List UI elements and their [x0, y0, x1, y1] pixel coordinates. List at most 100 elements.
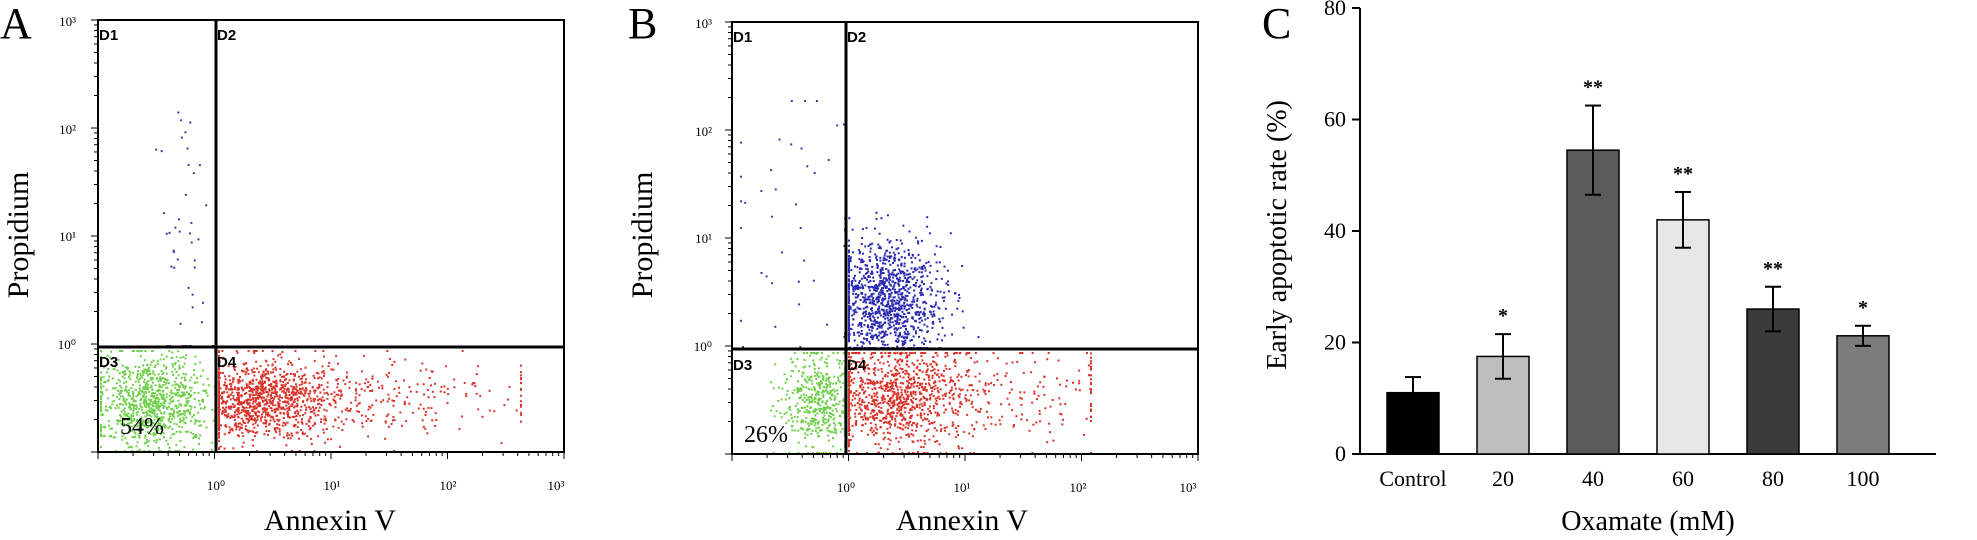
- dot-b-d4: [876, 396, 879, 399]
- dot-a-d4: [252, 431, 255, 433]
- dot-b-d4: [1038, 413, 1041, 415]
- dot-a-d4: [263, 433, 266, 436]
- dot-b-d2: [852, 292, 855, 295]
- dot-a-d3: [100, 446, 102, 449]
- dot-a-d4: [339, 397, 342, 400]
- dot-a-d4: [263, 381, 266, 384]
- dot-b-d2: [896, 264, 899, 267]
- dot-a-d3: [106, 371, 108, 374]
- dot-a-d4: [363, 382, 366, 385]
- dot-b-d2: [848, 313, 850, 316]
- dot-a-d3: [121, 438, 124, 441]
- dot-b-d3: [791, 424, 794, 427]
- dot-b-d3: [818, 435, 821, 438]
- dot-a-d4: [220, 402, 223, 405]
- dot-b-d3: [820, 408, 823, 410]
- dot-b-d4: [849, 416, 852, 419]
- dot-b-d4: [912, 370, 915, 373]
- dot-b-d4: [905, 403, 908, 405]
- dot-a-d3: [142, 371, 145, 374]
- dot-b-d4: [848, 377, 850, 379]
- dot-a-d3: [119, 384, 122, 387]
- dot-a-d4: [262, 389, 265, 392]
- dot-b-d4: [936, 413, 939, 416]
- dot-b-d4: [848, 443, 850, 446]
- dot-a-d4: [390, 422, 393, 425]
- dot-a-d4: [303, 374, 306, 377]
- dot-a-d3: [188, 392, 191, 395]
- dot-b-d4: [996, 357, 999, 360]
- dot-a-d4: [262, 411, 265, 414]
- dot-a-d4: [239, 394, 242, 397]
- dot-b-d2: [926, 216, 929, 219]
- dot-a-d3: [174, 386, 177, 389]
- dot-a-d3: [120, 386, 123, 389]
- dot-b-d4: [973, 427, 976, 430]
- dot-a-d4: [264, 411, 267, 414]
- dot-a-d3: [122, 395, 124, 398]
- dot-b-d4: [1013, 424, 1015, 426]
- dot-b-d3: [831, 431, 834, 433]
- dot-b-d4: [892, 395, 895, 398]
- dot-b-d4: [975, 421, 978, 424]
- dot-b-d4: [880, 406, 883, 409]
- dot-b-d4: [911, 429, 914, 432]
- dot-a-d4: [268, 430, 271, 432]
- dot-a-d4: [288, 408, 291, 411]
- dot-b-d4: [935, 429, 938, 432]
- dot-a-d3: [109, 427, 112, 430]
- dot-b-d2: [946, 269, 949, 272]
- dot-a-d3: [163, 377, 166, 380]
- dot-b-d4: [918, 403, 921, 406]
- dot-a-d4: [218, 425, 220, 428]
- dot-a-d4: [430, 384, 432, 387]
- dot-b-d3: [813, 362, 815, 365]
- dot-b-d4: [879, 380, 882, 383]
- dot-b-d2: [941, 339, 943, 342]
- dot-b-d2: [870, 329, 873, 332]
- dot-a-d4: [304, 392, 307, 395]
- dot-a-d3: [119, 389, 122, 392]
- dot-a-d4: [354, 399, 357, 402]
- dot-b-d2: [947, 290, 950, 293]
- dot-a-d4: [306, 435, 309, 438]
- dot-a-d4: [340, 395, 343, 397]
- dot-b-d4: [865, 364, 868, 367]
- dot-a-d3: [145, 424, 148, 427]
- dot-a-d4: [271, 416, 274, 419]
- dot-b-d4: [986, 360, 989, 363]
- dot-a-d3: [100, 350, 103, 353]
- dot-b-d2: [871, 298, 874, 301]
- dot-b-d3: [796, 408, 799, 411]
- dot-a-d4: [416, 383, 419, 386]
- dot-b-d2: [871, 302, 874, 305]
- dot-b-d2: [898, 304, 901, 307]
- dot-a-d4: [369, 383, 372, 386]
- dot-b-d4: [969, 394, 972, 397]
- dot-a-d4: [387, 375, 389, 378]
- dot-a-d4: [251, 415, 254, 417]
- dot-a-d3: [135, 411, 138, 414]
- dot-b-d4: [852, 360, 855, 363]
- dot-b-d4: [848, 378, 850, 381]
- dot-b-d2: [880, 291, 883, 294]
- dot-b-d2: [877, 307, 880, 310]
- dot-a-d3: [127, 391, 130, 394]
- dot-a-d3: [160, 370, 163, 372]
- dot-b-d4: [886, 401, 889, 404]
- dot-a-d3: [106, 397, 109, 400]
- dot-a-d4: [222, 401, 225, 404]
- dot-b-d4: [878, 409, 881, 412]
- dot-b-d4: [848, 362, 850, 365]
- dot-a-d4: [264, 416, 267, 419]
- dot-b-d2: [926, 275, 929, 278]
- dot-b-d4: [908, 435, 911, 438]
- dot-a-d4: [241, 431, 244, 434]
- dot-a-d4: [325, 409, 328, 412]
- dot-a-d3: [177, 391, 180, 394]
- dot-b-d3: [835, 382, 837, 385]
- dot-b-d4: [848, 394, 850, 397]
- dot-b-d4: [1090, 420, 1092, 422]
- dot-a-d3: [123, 370, 126, 373]
- dot-b-d2: [926, 288, 929, 291]
